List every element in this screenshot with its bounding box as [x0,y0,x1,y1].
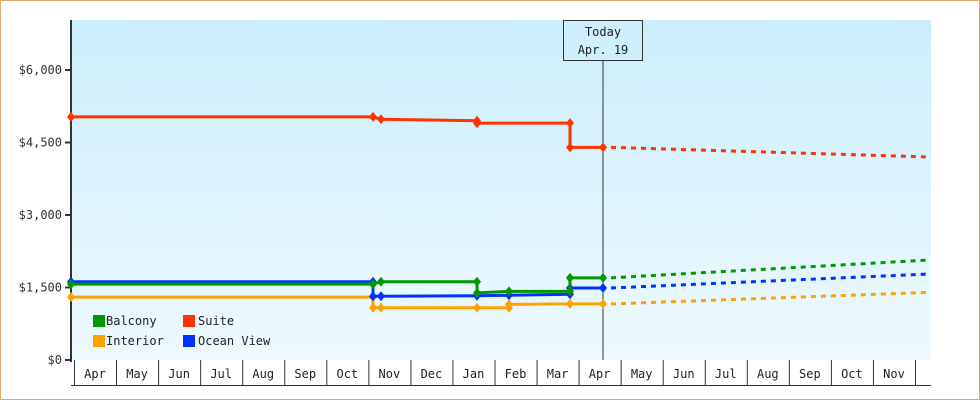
series-suite [67,111,931,159]
data-point-marker[interactable] [377,114,385,125]
x-tick-label: Sep [799,367,821,381]
data-point-marker[interactable] [566,272,574,283]
data-point-marker[interactable] [377,276,385,287]
x-tick-label: Jul [715,367,737,381]
plot-area [72,20,931,360]
x-tick-label: Nov [379,367,401,381]
svg-text:Suite: Suite [198,314,234,328]
data-point-marker[interactable] [67,111,75,122]
data-point-marker[interactable] [369,302,377,313]
y-tick-label: $6,000 [19,63,62,77]
x-tick-label: Jun [673,367,695,381]
legend-item-suite[interactable]: Suite [183,314,234,328]
x-tick-label: Apr [84,367,106,381]
data-point-marker[interactable] [566,286,574,297]
x-tick-label: May [631,367,653,381]
svg-text:Ocean View: Ocean View [198,334,271,348]
data-point-marker[interactable] [566,298,574,309]
data-point-marker[interactable] [369,111,377,122]
data-point-marker[interactable] [505,286,513,297]
forecast-line [610,272,931,290]
data-point-marker[interactable] [599,282,607,293]
data-point-marker[interactable] [599,142,607,153]
data-point-marker[interactable] [369,291,377,302]
legend-item-interior[interactable]: Interior [93,334,164,348]
data-point-marker[interactable] [67,279,75,290]
x-tick-label: Apr [589,367,611,381]
data-point-marker[interactable] [473,302,481,313]
today-date: Apr. 19 [578,43,629,57]
data-point-marker[interactable] [473,287,481,298]
x-tick-label: May [126,367,148,381]
data-point-marker[interactable] [566,118,574,129]
x-tick-label: Feb [505,367,527,381]
series-balcony [67,258,931,298]
x-tick-label: Oct [336,367,358,381]
y-tick-label: $4,500 [19,136,62,150]
x-tick-label: Oct [841,367,863,381]
y-axis-ticks: $0 $1,500 $3,000 $4,500 $6,000 [19,63,71,367]
data-point-marker[interactable] [67,292,75,303]
today-label: Today [585,25,621,39]
data-point-marker[interactable] [377,302,385,313]
today-marker: Today Apr. 19 [563,20,643,360]
svg-text:Interior: Interior [106,334,164,348]
legend-item-balcony[interactable]: Balcony [93,314,157,328]
forecast-line [610,290,931,306]
data-point-marker[interactable] [599,272,607,283]
x-tick-label: Nov [883,367,905,381]
y-tick-label: $1,500 [19,281,62,295]
data-point-marker[interactable] [473,276,481,287]
x-tick-label: Jul [210,367,232,381]
data-point-marker[interactable] [599,298,607,309]
x-tick-label: Sep [294,367,316,381]
x-tick-label: Dec [421,367,443,381]
data-point-marker[interactable] [505,299,513,310]
y-tick-label: $3,000 [19,208,62,222]
forecast-line [610,258,931,280]
legend-item-ocean-view[interactable]: Ocean View [183,334,271,348]
x-tick-label: Mar [547,367,569,381]
x-tick-label: Aug [757,367,779,381]
data-point-marker[interactable] [377,291,385,302]
data-point-marker[interactable] [566,142,574,153]
x-tick-label: Jan [463,367,485,381]
x-tick-label: Jun [168,367,190,381]
x-tick-label: Aug [252,367,274,381]
legend: Balcony Suite Interior Ocean View [93,314,271,348]
x-axis-ticks: Apr May Jun Jul Aug Sep Oct Nov Dec Jan Feb Mar Apr M… [71,360,931,386]
data-point-marker[interactable] [473,118,481,129]
svg-text:Balcony: Balcony [106,314,157,328]
y-tick-label: $0 [48,353,62,367]
series-lines [67,111,931,313]
forecast-line [610,145,931,159]
data-point-marker[interactable] [369,279,377,290]
